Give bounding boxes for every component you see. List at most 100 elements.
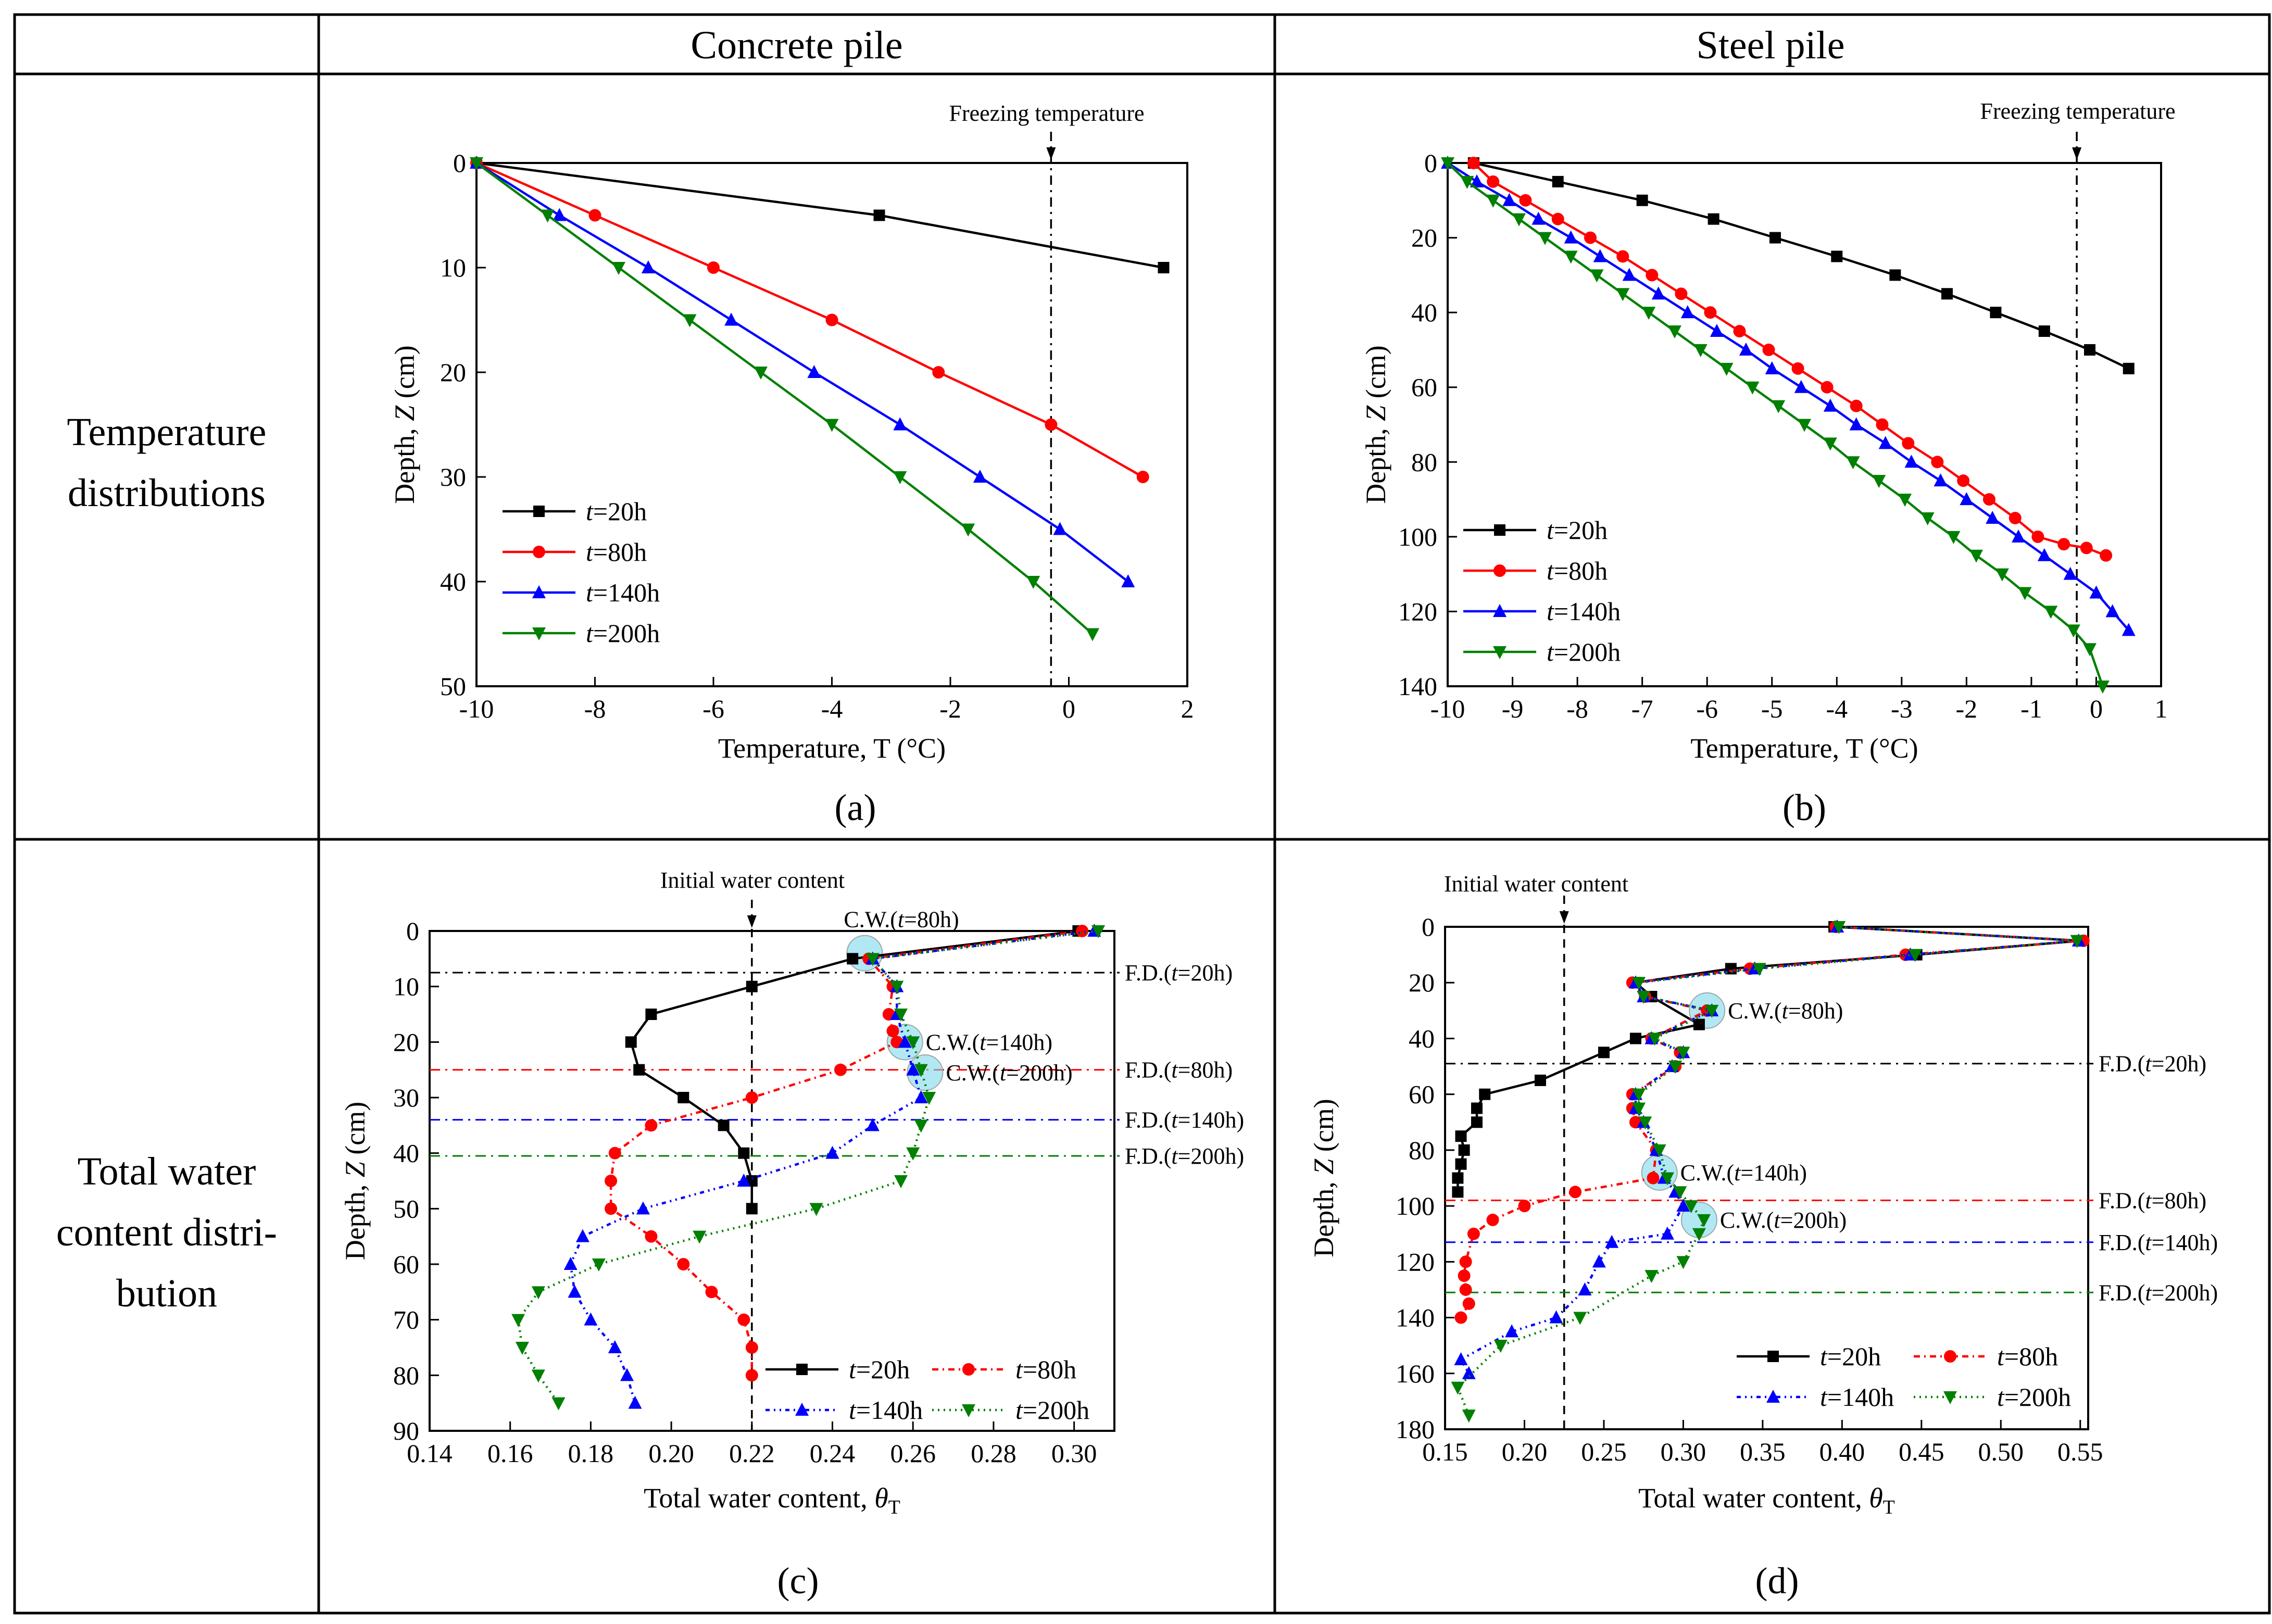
- data-point-b-3-6: [1590, 269, 1604, 283]
- data-point-d-0-13: [1455, 1130, 1467, 1142]
- chart-c: 0.14 0.16 0.18 0.20 0.22 0.24 0.26 0.28 0.30 0 10 2…: [340, 867, 1244, 1602]
- y-tick-label-a-2: 20: [440, 358, 466, 387]
- cold-water-label-d-2: C.W.(t=200h): [1720, 1207, 1847, 1233]
- data-point-b-1-9: [1733, 325, 1746, 338]
- data-point-b-3-5: [1564, 250, 1578, 264]
- data-point-b-3-22: [1995, 568, 2009, 582]
- data-point-c-2-10: [636, 1201, 650, 1215]
- legend-label-a-1: t=80h: [586, 537, 647, 566]
- data-point-b-1-5: [1616, 250, 1629, 263]
- data-point-b-1-1: [1487, 175, 1500, 188]
- data-point-b-3-23: [2018, 587, 2032, 600]
- data-point-d-0-17: [1452, 1186, 1464, 1198]
- data-point-c-3-17: [551, 1397, 566, 1411]
- data-point-b-3-3: [1512, 213, 1526, 226]
- plot-frame-b: [1447, 162, 2162, 687]
- row-header-temperature-line1: Temperature: [67, 410, 267, 454]
- data-point-c-3-15: [515, 1342, 529, 1355]
- data-point-d-0-15: [1455, 1158, 1467, 1170]
- data-point-d-3-11: [1632, 1102, 1646, 1116]
- data-point-d-3-14: [1660, 1172, 1674, 1186]
- x-tick-label-b-10: 0: [2090, 694, 2103, 723]
- data-point-b-3-2: [1486, 194, 1500, 208]
- data-point-d-3-17: [1697, 1214, 1711, 1227]
- data-point-d-2-17: [1660, 1226, 1674, 1240]
- x-axis-label-d: Total water content, θT: [1638, 1482, 1895, 1518]
- y-tick-label-d-4: 80: [1409, 1136, 1435, 1165]
- x-tick-label-c-4: 0.22: [729, 1439, 775, 1468]
- reference-label-a: Freezing temperature: [949, 100, 1144, 126]
- y-tick-label-c-2: 20: [393, 1027, 419, 1056]
- data-point-c-3-4: [906, 1036, 920, 1050]
- data-point-a-3-5: [825, 419, 839, 432]
- data-point-c-1-14: [705, 1286, 718, 1299]
- reference-arrow-a: [1046, 147, 1056, 160]
- data-point-b-0-8: [1990, 307, 2002, 319]
- frost-depth-label-d-3: F.D.(t=200h): [2099, 1280, 2218, 1305]
- series-line-b-1: [1473, 162, 2106, 557]
- data-point-a-1-3: [825, 313, 838, 326]
- legend-marker-d-1: [1944, 1350, 1956, 1363]
- x-tick-label-c-0: 0.14: [407, 1439, 453, 1468]
- data-point-b-3-27: [2095, 681, 2110, 694]
- data-point-d-3-24: [1462, 1409, 1476, 1423]
- y-tick-label-d-7: 140: [1396, 1303, 1435, 1332]
- legend-marker-d-2: [1766, 1390, 1780, 1403]
- data-point-a-3-7: [961, 523, 975, 537]
- data-point-c-3-8: [906, 1147, 920, 1161]
- col-header-concrete: Concrete pile: [691, 23, 902, 67]
- y-tick-label-b-5: 100: [1398, 522, 1437, 551]
- x-tick-label-d-0: 0.15: [1422, 1437, 1468, 1466]
- y-tick-label-a-0: 0: [453, 148, 466, 178]
- data-point-a-1-6: [1136, 471, 1149, 483]
- x-tick-label-a-1: -8: [584, 694, 606, 723]
- legend-marker-a-2: [532, 585, 546, 598]
- panel-label-c: (c): [777, 1560, 819, 1602]
- y-tick-label-c-4: 40: [393, 1139, 419, 1168]
- x-tick-label-b-9: -1: [2020, 694, 2042, 723]
- data-point-d-2-19: [1592, 1254, 1606, 1268]
- data-point-b-1-11: [1791, 362, 1804, 375]
- x-tick-label-a-4: -2: [939, 694, 961, 723]
- data-point-b-0-1: [1552, 175, 1564, 187]
- x-tick-label-d-1: 0.20: [1502, 1437, 1548, 1466]
- x-tick-label-d-4: 0.35: [1740, 1437, 1786, 1466]
- legend-label-c-2: t=140h: [849, 1395, 923, 1425]
- x-tick-label-d-7: 0.50: [1978, 1437, 2024, 1466]
- data-point-c-3-2: [890, 980, 904, 994]
- y-tick-label-d-9: 180: [1396, 1415, 1435, 1444]
- data-point-d-0-9: [1534, 1074, 1546, 1086]
- data-point-d-0-12: [1471, 1116, 1483, 1128]
- data-point-b-0-6: [1889, 269, 1901, 281]
- y-tick-label-c-1: 10: [393, 972, 419, 1001]
- data-point-c-2-6: [914, 1090, 928, 1103]
- data-point-b-1-15: [1902, 437, 1915, 450]
- data-point-a-3-1: [541, 209, 555, 223]
- x-tick-label-b-3: -7: [1631, 694, 1653, 723]
- data-point-a-2-6: [973, 470, 987, 483]
- chart-d: 0.15 0.20 0.25 0.30 0.35 0.40 0.45 0.50 0.55 0 20 4…: [1308, 871, 2218, 1602]
- x-tick-label-c-8: 0.30: [1051, 1439, 1097, 1468]
- data-point-d-3-8: [1676, 1047, 1690, 1060]
- x-tick-label-d-3: 0.30: [1661, 1437, 1706, 1466]
- data-point-d-1-14: [1647, 1172, 1660, 1185]
- data-point-b-2-15: [1878, 436, 1892, 449]
- data-point-c-1-0: [1076, 925, 1089, 937]
- data-point-b-3-21: [1969, 549, 1984, 563]
- y-tick-label-d-6: 120: [1396, 1247, 1435, 1276]
- y-tick-label-a-5: 50: [440, 672, 466, 701]
- data-point-c-0-10: [746, 1203, 758, 1215]
- reference-arrow-d: [1559, 911, 1569, 924]
- col-header-steel: Steel pile: [1697, 23, 1845, 67]
- x-tick-label-d-8: 0.55: [2057, 1437, 2103, 1466]
- legend-label-d-3: t=200h: [1997, 1382, 2071, 1412]
- data-point-b-1-7: [1675, 287, 1688, 300]
- reference-arrow-c: [747, 915, 757, 928]
- y-tick-label-d-8: 160: [1396, 1359, 1435, 1388]
- data-point-a-3-8: [1026, 576, 1040, 589]
- data-point-b-2-7: [1651, 286, 1665, 300]
- panel-label-b: (b): [1783, 787, 1826, 828]
- x-tick-label-b-5: -5: [1761, 694, 1783, 723]
- data-point-b-0-9: [2038, 325, 2050, 337]
